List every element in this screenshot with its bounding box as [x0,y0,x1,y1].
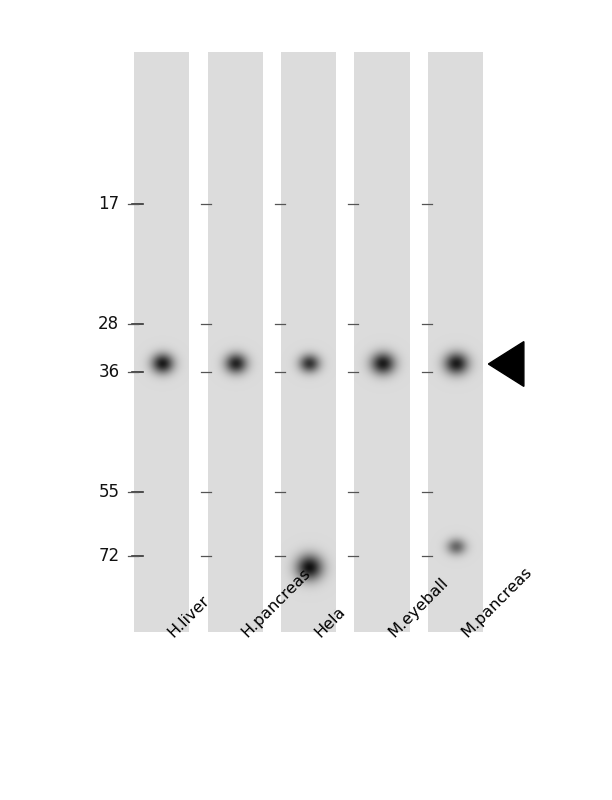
Bar [428,52,483,632]
Text: Hela: Hela [312,604,348,640]
Bar [208,52,263,632]
Text: 17: 17 [98,195,119,213]
Text: 55: 55 [99,483,119,501]
Polygon shape [488,342,524,386]
Bar [282,52,337,632]
Text: 28: 28 [98,315,119,333]
Text: 36: 36 [98,363,119,381]
Text: H.liver: H.liver [165,593,213,640]
Bar [135,52,190,632]
Text: M.eyeball: M.eyeball [386,574,451,640]
Text: M.pancreas: M.pancreas [459,564,535,640]
Text: 72: 72 [98,547,119,565]
Text: H.pancreas: H.pancreas [239,566,313,640]
Bar [355,52,410,632]
